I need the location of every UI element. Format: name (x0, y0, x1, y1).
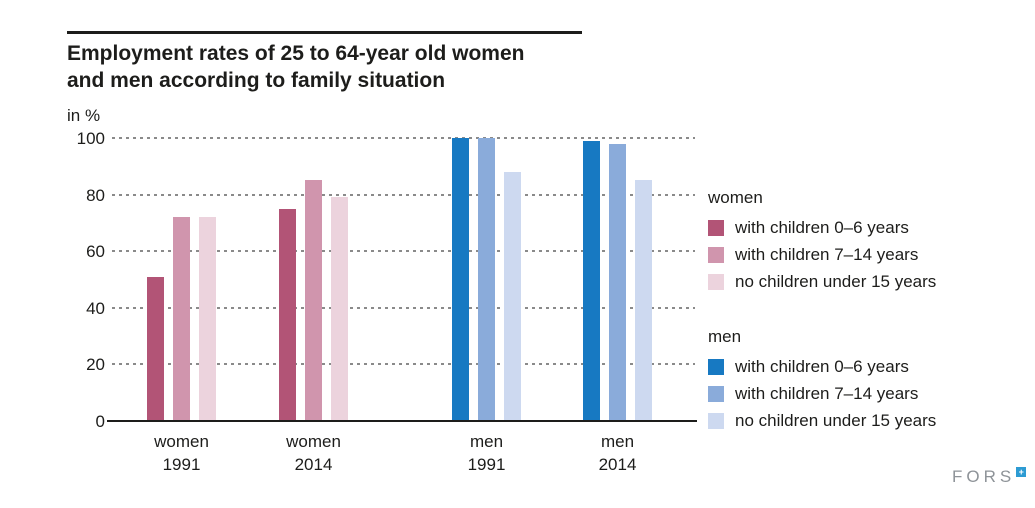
legend-section-women: women with children 0–6 years with childre… (708, 186, 936, 295)
legend-item-label: with children 0–6 years (735, 217, 909, 237)
bar-women-2014-with children 7–14 years (305, 180, 322, 421)
legend-swatch-icon (708, 273, 724, 290)
bar-group-women-2014 (279, 180, 348, 421)
bar-women-1991-with children 7–14 years (173, 217, 190, 421)
legend-swatch-icon (708, 358, 724, 375)
legend-item-label: with children 7–14 years (735, 244, 919, 264)
bar-women-1991-no children under 15 years (199, 217, 216, 421)
x-axis-label-men-2014: men 2014 (598, 432, 637, 474)
bar-men-1991-no children under 15 years (504, 171, 521, 421)
legend-swatch-icon (708, 219, 724, 236)
gridline-100 (112, 137, 695, 139)
y-tick-label-60: 60 (86, 242, 105, 262)
legend-item-women-2: no children under 15 years (708, 268, 936, 295)
fors-logo-mark: + (1016, 467, 1027, 477)
bar-group-men-2014 (583, 140, 652, 421)
legend-item-men-0: with children 0–6 years (708, 353, 936, 380)
legend-item-label: no children under 15 years (735, 410, 937, 430)
plot-area (112, 137, 695, 421)
bar-women-2014-no children under 15 years (331, 197, 348, 421)
y-tick-label-80: 80 (86, 185, 105, 205)
y-axis-unit-label: in % (67, 106, 101, 125)
fors-logo-text: FORS (952, 467, 1016, 486)
legend: women with children 0–6 years with childre… (708, 186, 936, 434)
bar-men-2014-no children under 15 years (635, 180, 652, 421)
bar-women-2014-with children 0–6 years (279, 208, 296, 421)
gridline-80 (112, 193, 695, 196)
bar-men-1991-with children 7–14 years (478, 138, 495, 421)
x-axis-label-men-1991: men 1991 (467, 432, 506, 474)
y-tick-label-40: 40 (86, 298, 105, 318)
gridline-40 (112, 306, 695, 309)
chart-title: Employment rates of 25 to 64-year old wo… (67, 40, 524, 94)
legend-item-men-2: no children under 15 years (708, 407, 936, 434)
gridline-60 (112, 250, 695, 253)
bar-group-men-1991 (452, 138, 521, 421)
legend-heading-women: women (708, 188, 763, 207)
legend-section-men: men with children 0–6 years with children … (708, 325, 936, 434)
legend-item-label: with children 0–6 years (735, 356, 909, 376)
fors-logo: FORS + (952, 467, 1027, 487)
legend-swatch-icon (708, 246, 724, 263)
bar-women-1991-with children 0–6 years (147, 276, 164, 421)
bar-men-1991-with children 0–6 years (452, 138, 469, 421)
legend-item-men-1: with children 7–14 years (708, 380, 936, 407)
legend-item-label: no children under 15 years (735, 271, 937, 291)
bar-men-2014-with children 0–6 years (583, 140, 600, 421)
legend-heading-men: men (708, 327, 742, 346)
gridline-20 (112, 363, 695, 366)
y-tick-label-100: 100 (76, 129, 105, 148)
chart-title-line2: and men according to family situation (67, 69, 446, 92)
chart-title-line1: Employment rates of 25 to 64-year old wo… (67, 42, 525, 65)
y-tick-label-0: 0 (95, 412, 105, 431)
title-rule (67, 31, 582, 34)
legend-item-label: with children 7–14 years (735, 383, 919, 403)
x-axis-label-women-2014: women 2014 (286, 432, 341, 474)
legend-item-women-1: with children 7–14 years (708, 241, 936, 268)
x-axis-line (107, 420, 697, 422)
y-tick-label-20: 20 (86, 355, 105, 375)
bar-group-women-1991 (147, 217, 216, 421)
legend-swatch-icon (708, 412, 724, 429)
legend-swatch-icon (708, 385, 724, 402)
legend-item-women-0: with children 0–6 years (708, 214, 936, 241)
bar-men-2014-with children 7–14 years (609, 143, 626, 421)
x-axis-label-women-1991: women 1991 (154, 432, 209, 474)
